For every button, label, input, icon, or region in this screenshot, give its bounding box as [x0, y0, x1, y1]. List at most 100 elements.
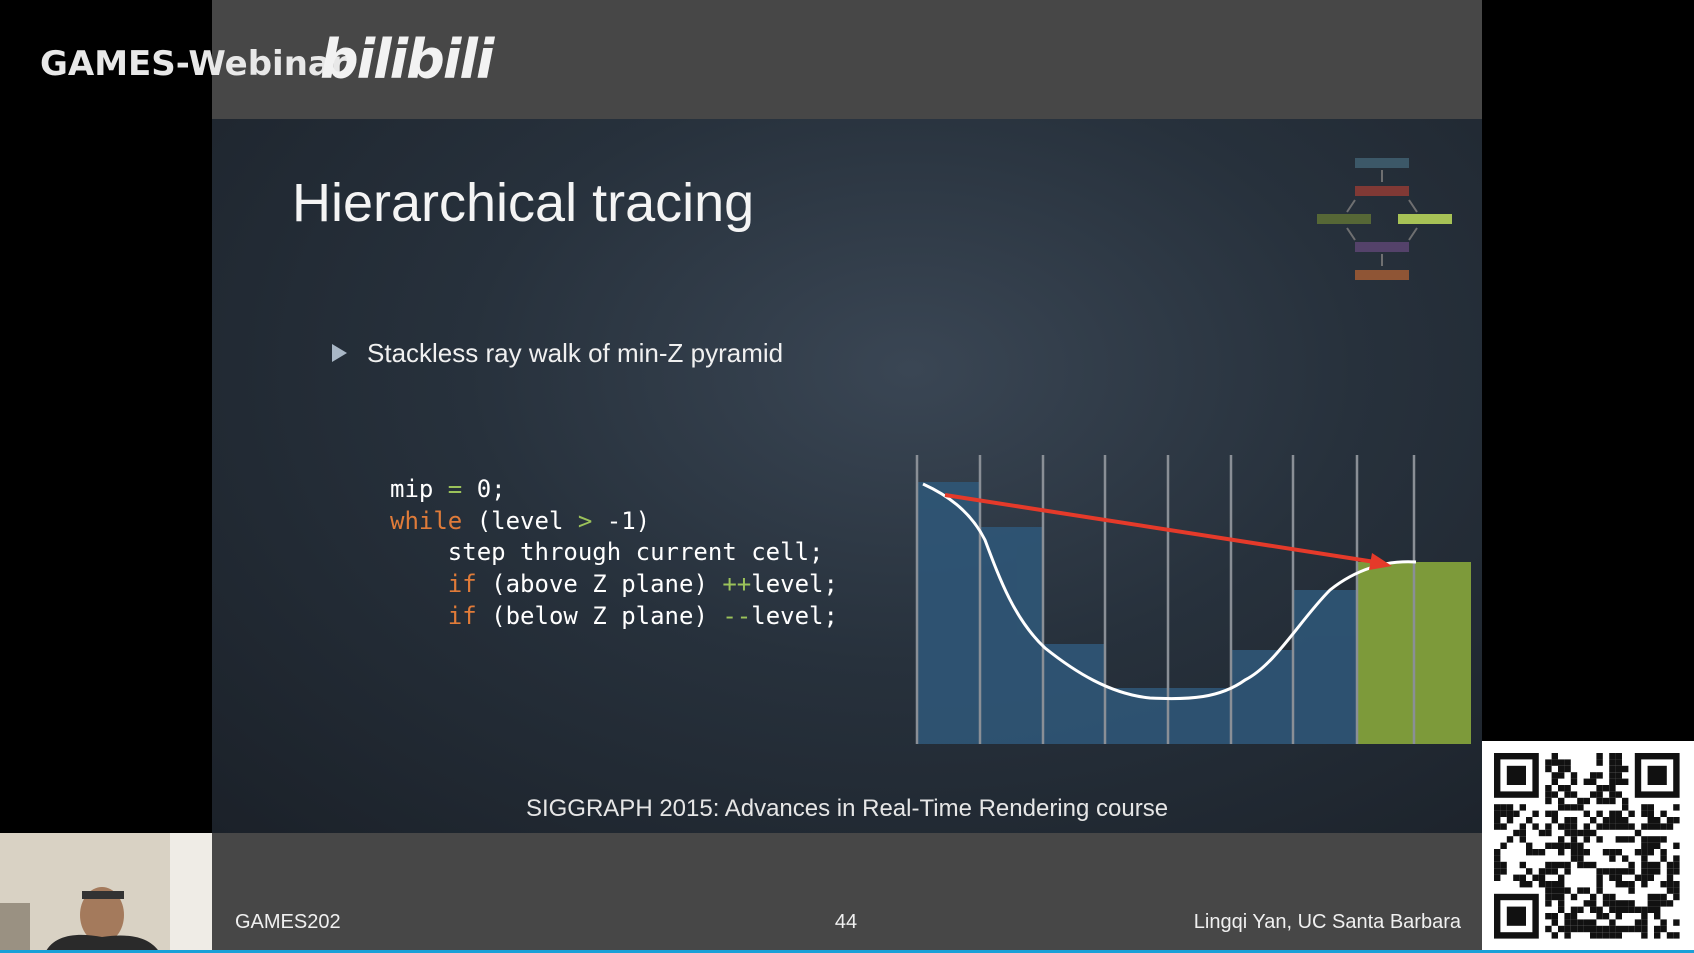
qr-module	[1647, 810, 1654, 817]
qr-module	[1558, 823, 1565, 830]
qr-module	[1654, 932, 1661, 939]
qr-module	[1564, 861, 1571, 869]
icon-bar	[1355, 158, 1409, 168]
qr-module	[1609, 893, 1616, 901]
icon-bar	[1355, 242, 1409, 252]
qr-module	[1596, 874, 1603, 881]
qr-module	[1641, 804, 1648, 811]
qr-module	[1602, 893, 1610, 901]
code-token: (level	[462, 506, 578, 535]
qr-module	[1551, 913, 1558, 920]
qr-module	[1583, 797, 1590, 805]
code-line: if (below Z plane) --level;	[390, 601, 838, 633]
qr-module	[1570, 842, 1578, 849]
qr-module	[1538, 881, 1546, 888]
qr-module	[1615, 772, 1622, 779]
code-token: level;	[751, 601, 838, 630]
qr-module	[1506, 810, 1514, 817]
qr-module	[1551, 881, 1558, 888]
qr-module	[1666, 823, 1674, 830]
qr-module	[1500, 804, 1507, 811]
qr-module	[1558, 861, 1565, 869]
qr-module	[1596, 797, 1603, 805]
qr-module	[1583, 887, 1590, 894]
qr-module	[1513, 810, 1520, 817]
qr-module	[1602, 900, 1610, 907]
qr-module	[1513, 874, 1520, 881]
qr-module	[1628, 836, 1635, 843]
qr-module	[1564, 785, 1571, 792]
qr-module	[1602, 823, 1610, 830]
qr-module	[1545, 797, 1552, 805]
qr-module	[1609, 785, 1616, 792]
qr-module	[1654, 861, 1661, 869]
qr-module	[1673, 932, 1680, 939]
qr-module	[1641, 881, 1648, 888]
qr-module	[1494, 874, 1501, 881]
qr-module	[1647, 817, 1654, 824]
qr-module	[1545, 765, 1552, 773]
qr-module	[1583, 925, 1590, 933]
qr-module	[1615, 932, 1622, 939]
qr-module	[1654, 823, 1661, 830]
code-line: while (level > -1)	[390, 506, 838, 538]
qr-module	[1654, 836, 1661, 843]
qr-module	[1628, 881, 1635, 888]
qr-module	[1641, 913, 1648, 920]
qr-module	[1564, 804, 1571, 811]
qr-module	[1596, 887, 1603, 894]
qr-module	[1570, 913, 1578, 920]
qr-module	[1596, 868, 1603, 875]
qr-module	[1590, 919, 1597, 926]
qr-module	[1596, 823, 1603, 830]
qr-module	[1673, 887, 1680, 894]
qr-module	[1596, 906, 1603, 913]
qr-module	[1564, 887, 1571, 894]
qr-module	[1558, 804, 1565, 811]
qr-module	[1558, 759, 1565, 766]
qr-module	[1647, 874, 1654, 881]
code-token: ++	[722, 570, 752, 599]
qr-module	[1609, 868, 1616, 875]
qr-module	[1577, 919, 1584, 926]
qr-module	[1583, 810, 1590, 817]
qr-module	[1654, 817, 1661, 824]
slide-title: Hierarchical tracing	[292, 173, 755, 233]
qr-module	[1634, 874, 1642, 881]
qr-module	[1596, 759, 1603, 766]
qr-module	[1641, 874, 1648, 881]
code-token: 0;	[462, 475, 506, 503]
qr-module	[1666, 932, 1674, 939]
qr-module	[1538, 849, 1546, 856]
qr-module	[1545, 823, 1552, 830]
cell	[1043, 644, 1105, 744]
qr-module	[1577, 829, 1584, 837]
qr-module	[1526, 849, 1533, 856]
code-token: if	[447, 601, 477, 630]
qr-module	[1602, 913, 1610, 920]
qr-module	[1654, 913, 1661, 920]
qr-module	[1558, 785, 1565, 792]
qr-module	[1666, 874, 1674, 881]
qr-module	[1615, 759, 1622, 766]
qr-module	[1615, 791, 1622, 798]
qr-module	[1615, 868, 1622, 875]
qr-module	[1545, 881, 1552, 888]
qr-module	[1545, 791, 1552, 798]
qr-module	[1519, 804, 1526, 811]
qr-module	[1641, 842, 1648, 849]
qr-module	[1564, 919, 1571, 926]
qr-module	[1494, 804, 1501, 811]
depth-curve	[922, 482, 1417, 701]
qr-module	[1647, 900, 1654, 907]
qr-module	[1570, 823, 1578, 830]
qr-module	[1500, 810, 1507, 817]
qr-module	[1570, 836, 1578, 843]
qr-module	[1570, 919, 1578, 926]
qr-module	[1590, 861, 1597, 869]
qr-module	[1519, 829, 1526, 837]
qr-module	[1660, 855, 1667, 862]
qr-module	[1551, 753, 1558, 760]
qr-module	[1558, 887, 1565, 894]
